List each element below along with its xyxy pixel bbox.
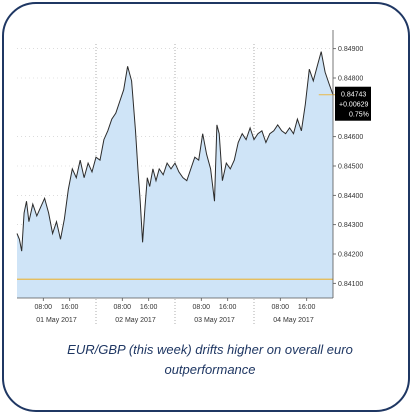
y-tick-label: 0.84800	[338, 76, 363, 83]
x-tick-label: 08:00	[193, 304, 211, 311]
x-tick-label: 16:00	[61, 304, 79, 311]
chart-caption: EUR/GBP (this week) drifts higher on ove…	[30, 340, 390, 380]
y-tick-label: 0.84100	[338, 281, 363, 288]
axes: 0.84900 0.84800 0.84600 0.84500 0.84400 0.843…	[17, 30, 363, 324]
price-box-background	[335, 86, 371, 121]
x-day-label: 02 May 2017	[115, 317, 156, 324]
price-line	[16, 51, 334, 252]
x-tick-label: 08:00	[272, 304, 290, 311]
x-tick-label: 16:00	[219, 304, 237, 311]
price-label-box: 0.84743 +0.00629 0.75%	[335, 86, 371, 121]
price-area	[17, 51, 333, 298]
caption-line-2: outperformance	[164, 362, 256, 377]
y-tick-label: 0.84200	[338, 252, 363, 259]
x-day-label: 01 May 2017	[36, 317, 77, 324]
x-tick-label: 16:00	[298, 304, 316, 311]
x-tick-label: 08:00	[35, 304, 53, 311]
x-tick-label: 08:00	[114, 304, 132, 311]
caption-line-1: EUR/GBP (this week) drifts higher on ove…	[67, 342, 353, 357]
price-change-pct-label: 0.75%	[349, 112, 369, 119]
y-tick-label: 0.84300	[338, 222, 363, 229]
y-tick-label: 0.84600	[338, 134, 363, 141]
y-tick-label: 0.84900	[338, 46, 363, 53]
x-day-label: 04 May 2017	[273, 317, 314, 324]
x-tick-label: 16:00	[140, 304, 158, 311]
y-tick-label: 0.84500	[338, 164, 363, 171]
current-price-label: 0.84743	[341, 92, 366, 99]
price-change-label: +0.00629	[339, 102, 368, 109]
x-day-label: 03 May 2017	[194, 317, 235, 324]
y-tick-label: 0.84400	[338, 193, 363, 200]
